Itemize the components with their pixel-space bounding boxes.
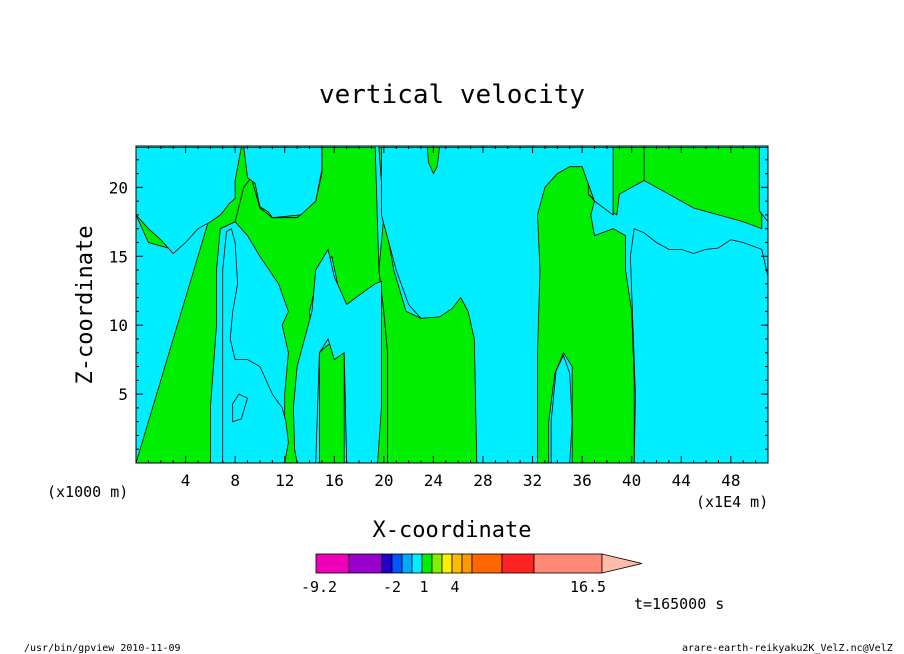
x-tick-label: 24 xyxy=(424,471,443,490)
colorbar-segment xyxy=(471,553,503,574)
colorbar-ticks: -9.2 -2 1 4 16.5 xyxy=(301,578,606,596)
colorbar-segment xyxy=(401,553,413,574)
green-region-16 xyxy=(426,146,441,175)
footer-left: /usr/bin/gpview 2010-11-09 xyxy=(24,643,181,654)
y-tick-label: 5 xyxy=(118,385,128,404)
x-tick-label: 36 xyxy=(572,471,591,490)
colorbar-segment xyxy=(431,553,443,574)
y-tick-label: 20 xyxy=(109,178,128,197)
cyan-region-13 xyxy=(136,146,242,255)
colorbar-segment xyxy=(391,553,403,574)
x-tick-label: 4 xyxy=(181,471,191,490)
colorbar-tick-label: 4 xyxy=(450,578,459,596)
cyan-region-9 xyxy=(292,248,382,463)
time-label: t=165000 s xyxy=(634,595,724,613)
colorbar-tick-label: -9.2 xyxy=(301,578,337,596)
x-tick-label: 16 xyxy=(325,471,344,490)
colorbar-segment xyxy=(451,553,463,574)
colorbar-segment xyxy=(421,553,433,574)
chart-title: vertical velocity xyxy=(319,80,585,110)
colorbar-segment xyxy=(348,553,383,574)
x-tick-label: 32 xyxy=(523,471,542,490)
x-tick-label: 12 xyxy=(275,471,294,490)
y-tick-label: 15 xyxy=(109,247,128,266)
plot-frame xyxy=(135,145,769,464)
y-tick-label: 10 xyxy=(109,316,128,335)
colorbar-tick-label: 16.5 xyxy=(570,578,606,596)
x-unit-right: (x1E4 m) xyxy=(696,493,768,511)
colorbar-segment xyxy=(461,553,473,574)
colorbar xyxy=(315,553,643,574)
x-tick-label: 8 xyxy=(230,471,240,490)
y-axis-label: Z-coordinate xyxy=(73,226,98,385)
colorbar-tick-label: 1 xyxy=(419,578,428,596)
colorbar-segment xyxy=(501,553,535,574)
cyan-region-11 xyxy=(550,354,573,463)
colorbar-segment xyxy=(381,553,393,574)
x-axis: 4 8 12 16 20 24 28 32 36 40 44 48 xyxy=(147,146,757,490)
y-axis: 5 10 15 20 xyxy=(109,159,768,450)
colorbar-arrow xyxy=(601,553,643,574)
x-tick-label: 28 xyxy=(473,471,492,490)
x-tick-label: 44 xyxy=(672,471,691,490)
plot-area xyxy=(136,146,768,463)
x-tick-label: 48 xyxy=(721,471,740,490)
cyan-region-15 xyxy=(758,146,768,223)
cyan-region-14 xyxy=(243,146,323,219)
x-unit-left: (x1000 m) xyxy=(47,483,128,501)
colorbar-tick-label: -2 xyxy=(383,578,401,596)
x-axis-label: X-coordinate xyxy=(373,518,532,543)
cyan-region-8 xyxy=(232,393,248,423)
x-tick-label: 20 xyxy=(374,471,393,490)
green-region-2 xyxy=(318,338,345,463)
colorbar-segment xyxy=(411,553,423,574)
x-tick-label: 40 xyxy=(622,471,641,490)
footer-right: arare-earth-reikyaku2K_VelZ.nc@VelZ xyxy=(682,643,893,654)
colorbar-segment xyxy=(533,553,603,574)
colorbar-segment xyxy=(315,553,350,574)
cyan-region-12 xyxy=(629,228,768,463)
colorbar-segment xyxy=(441,553,453,574)
